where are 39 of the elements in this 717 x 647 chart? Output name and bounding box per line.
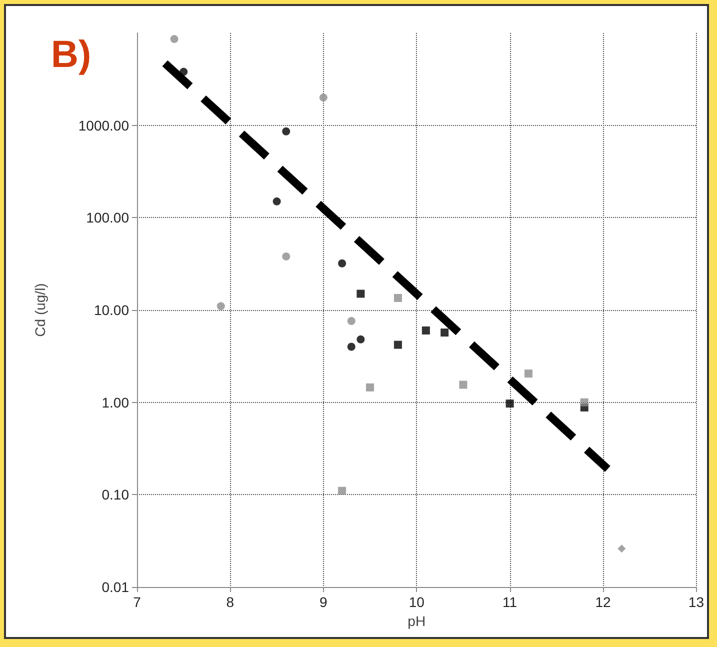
- point: [394, 294, 402, 302]
- point: [440, 328, 449, 337]
- y-tick-label: 10.00: [94, 302, 130, 318]
- point: [356, 290, 365, 298]
- point: [180, 68, 188, 76]
- point: [319, 94, 328, 102]
- point: [356, 335, 365, 344]
- y-tick-label: 0.01: [102, 579, 130, 595]
- x-tick-label: 7: [133, 594, 142, 610]
- point: [347, 342, 356, 351]
- y-tick-label: 1.00: [102, 394, 130, 410]
- point: [394, 340, 402, 349]
- x-tick-label: 10: [408, 594, 425, 610]
- x-tick-label: 13: [688, 594, 704, 610]
- point: [338, 486, 346, 495]
- y-axis-title: Cd (ug/l): [32, 283, 48, 337]
- x-tick-label: 12: [595, 594, 612, 610]
- point: [282, 127, 290, 136]
- point: [347, 317, 356, 326]
- y-tick-label: 100.00: [86, 210, 130, 226]
- chart-title: B): [51, 34, 92, 76]
- point: [459, 380, 468, 389]
- y-tick-label: 1000.00: [78, 117, 130, 134]
- point: [170, 35, 178, 44]
- point: [338, 259, 346, 268]
- point: [366, 383, 374, 392]
- x-tick-label: 11: [502, 594, 518, 610]
- point: [524, 370, 532, 378]
- x-axis-title: pH: [408, 612, 426, 629]
- y-tick-label: 0.10: [102, 486, 130, 503]
- point: [580, 398, 588, 406]
- point: [618, 544, 626, 553]
- point: [282, 252, 290, 260]
- x-tick-label: 9: [320, 594, 328, 610]
- x-tick-label: 8: [226, 594, 234, 610]
- point: [216, 302, 225, 310]
- point: [272, 197, 281, 206]
- point: [422, 326, 430, 334]
- point: [506, 400, 514, 408]
